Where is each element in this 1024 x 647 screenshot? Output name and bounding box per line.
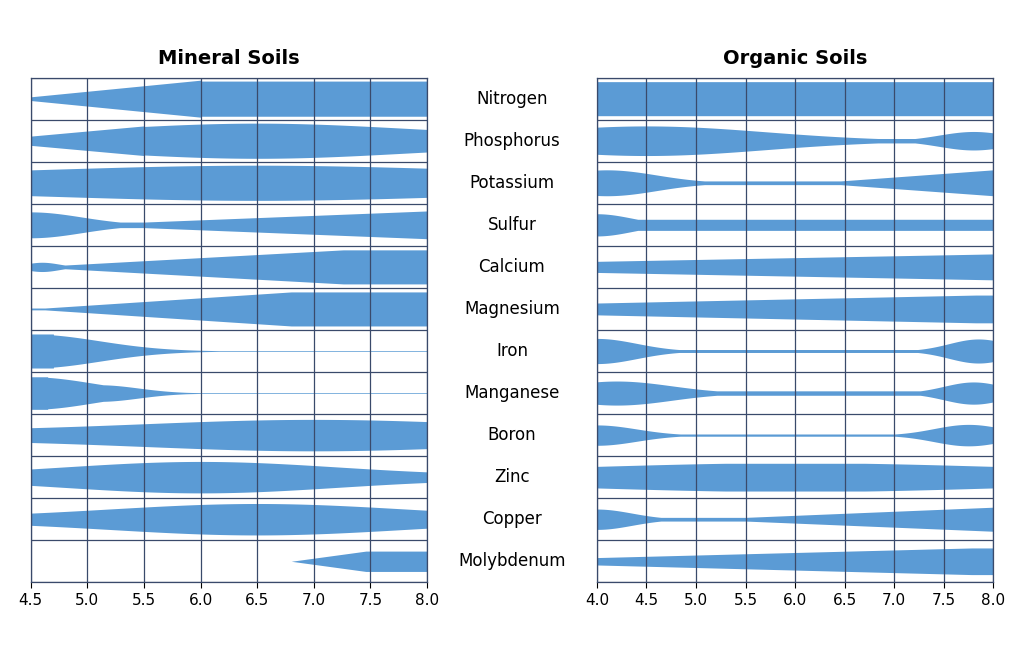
Text: Iron: Iron [496,342,528,360]
Text: Zinc: Zinc [495,468,529,486]
Title: Organic Soils: Organic Soils [723,49,867,68]
Title: Mineral Soils: Mineral Soils [158,49,300,68]
Text: Boron: Boron [487,426,537,444]
Text: Manganese: Manganese [464,384,560,402]
Text: Sulfur: Sulfur [487,216,537,234]
Text: Molybdenum: Molybdenum [459,553,565,570]
Text: Potassium: Potassium [469,174,555,192]
Text: Magnesium: Magnesium [464,300,560,318]
Text: Phosphorus: Phosphorus [464,132,560,149]
Text: Nitrogen: Nitrogen [476,90,548,107]
Text: Calcium: Calcium [478,258,546,276]
Text: Copper: Copper [482,510,542,528]
